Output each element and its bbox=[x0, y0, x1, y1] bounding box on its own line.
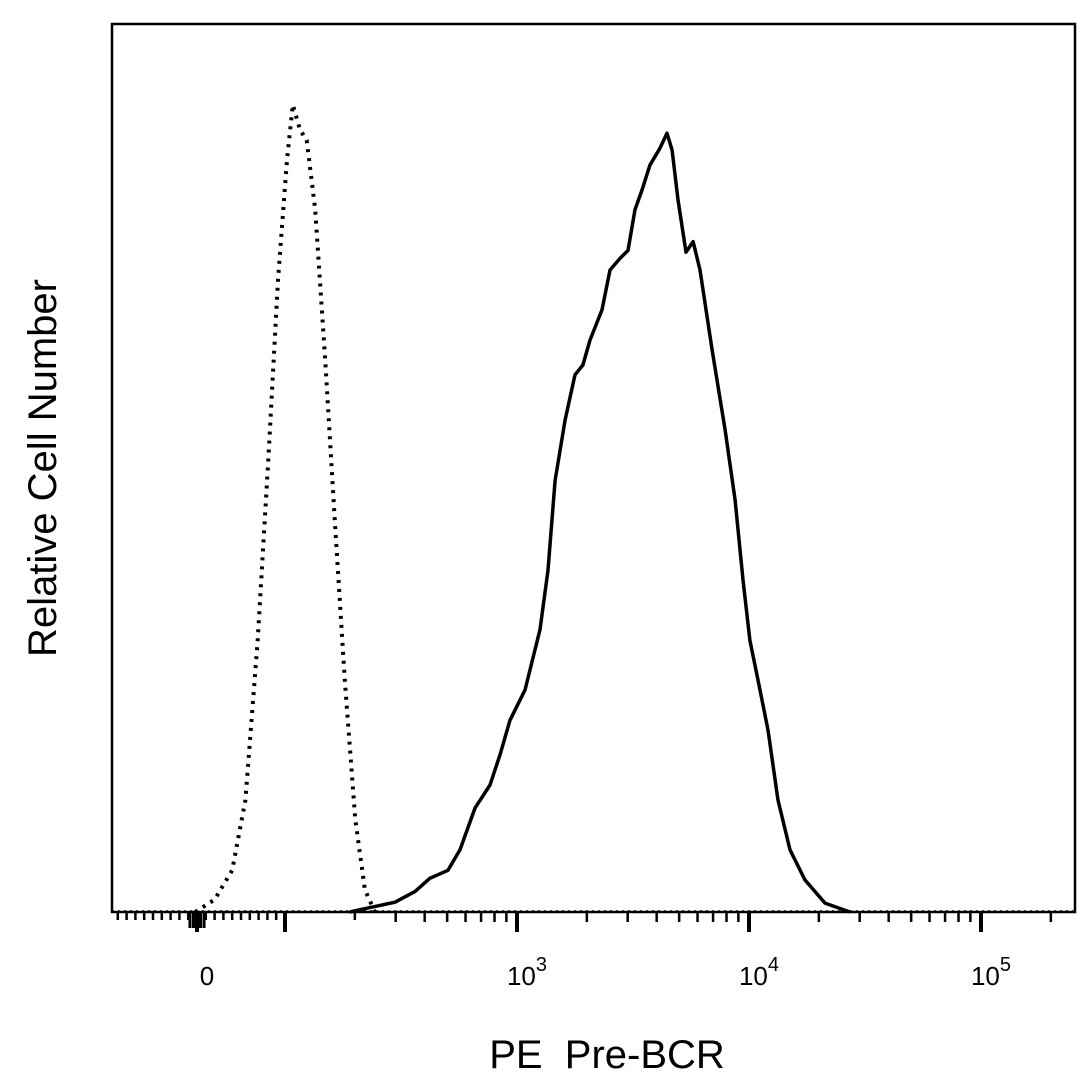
x-tick-label-100000: 105 bbox=[971, 954, 1011, 991]
plot-frame bbox=[110, 22, 1077, 914]
x-tick-label-10000: 104 bbox=[739, 954, 779, 991]
x-tick-label-1000: 103 bbox=[507, 954, 547, 991]
x-tick-label-0: 0 bbox=[200, 961, 214, 991]
y-axis-title: Relative Cell Number bbox=[21, 279, 65, 657]
pre-bcr-stained-curve bbox=[349, 131, 851, 914]
isotype-control-curve bbox=[194, 102, 377, 914]
x-axis-title: PE Pre-BCR bbox=[489, 1033, 725, 1077]
x-axis-ticks bbox=[112, 910, 1075, 932]
x-tick-labels: 0 103 104 105 bbox=[200, 954, 1011, 991]
series-group bbox=[194, 102, 851, 914]
